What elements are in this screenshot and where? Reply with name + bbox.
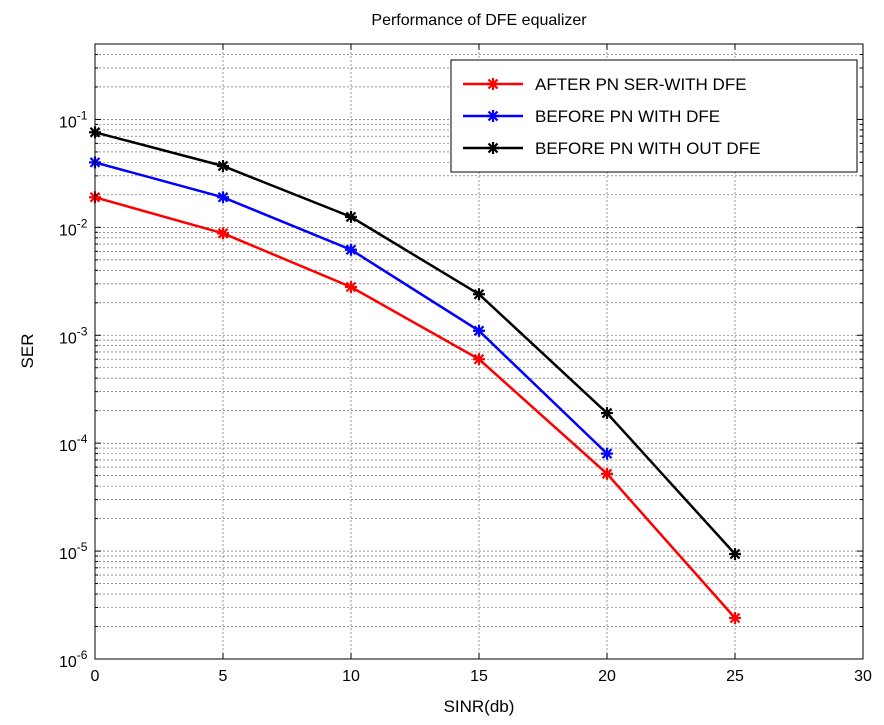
- legend-item: AFTER PN SER-WITH DFE: [463, 75, 747, 94]
- legend-item: BEFORE PN WITH DFE: [463, 107, 720, 126]
- data-point: [729, 547, 741, 560]
- legend-item: BEFORE PN WITH OUT DFE: [463, 139, 760, 158]
- y-tick-label: 10-3: [59, 324, 88, 347]
- series-1: [89, 191, 741, 624]
- y-axis-label: SER: [18, 334, 37, 369]
- data-point: [217, 160, 229, 173]
- x-tick-label: 30: [854, 668, 872, 685]
- y-tick-label: 10-6: [59, 648, 88, 671]
- y-tick-label: 10-5: [59, 540, 88, 563]
- x-axis-label: SINR(db): [444, 697, 515, 716]
- legend-label: AFTER PN SER-WITH DFE: [535, 75, 747, 94]
- data-point: [473, 324, 485, 337]
- legend-label: BEFORE PN WITH DFE: [535, 107, 720, 126]
- ticks: 0 5 10 15 20 25 30 10-6 10-5 10-4 10-3 10-2 10-1: [59, 44, 872, 685]
- data-point: [345, 281, 357, 294]
- series-2: [89, 156, 613, 460]
- x-tick-label: 20: [598, 668, 616, 685]
- data-point: [345, 210, 357, 223]
- x-tick-label: 0: [91, 668, 100, 685]
- y-tick-label: 10-1: [59, 108, 88, 131]
- y-tick-label: 10-2: [59, 216, 88, 239]
- data-point: [601, 407, 613, 420]
- data-point: [217, 191, 229, 204]
- data-point: [729, 611, 741, 624]
- data-point: [601, 467, 613, 480]
- y-tick-label: 10-4: [59, 432, 88, 455]
- legend-marker: [487, 142, 499, 154]
- legend-marker: [487, 110, 499, 122]
- data-point: [345, 243, 357, 256]
- series-line: [94, 131, 736, 555]
- data-point: [601, 447, 613, 460]
- legend: AFTER PN SER-WITH DFE BEFORE PN WITH DFE B…: [450, 59, 858, 173]
- data-point: [473, 288, 485, 301]
- legend-label: BEFORE PN WITH OUT DFE: [535, 139, 760, 158]
- data-point: [473, 353, 485, 366]
- x-tick-label: 15: [470, 668, 488, 685]
- data-point: [217, 227, 229, 240]
- x-tick-label: 5: [219, 668, 228, 685]
- x-tick-label: 25: [726, 668, 744, 685]
- chart-title: Performance of DFE equalizer: [371, 12, 587, 29]
- x-tick-label: 10: [342, 668, 360, 685]
- series-line: [94, 196, 736, 619]
- legend-marker: [487, 78, 499, 90]
